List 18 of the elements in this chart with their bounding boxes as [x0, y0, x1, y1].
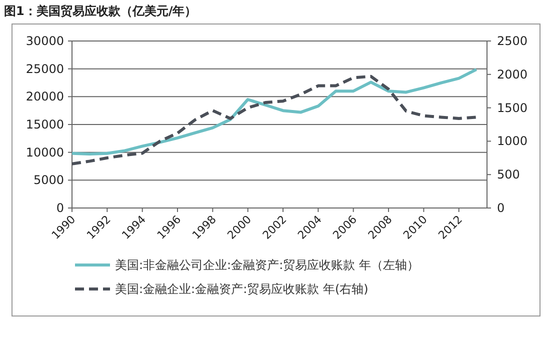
- y2-tick-label: 2000: [497, 67, 528, 82]
- line-series: [70, 68, 478, 156]
- y2-tick-label: 1500: [497, 100, 528, 115]
- y-tick-label: 20000: [26, 90, 64, 104]
- y-tick-label: 5000: [33, 173, 64, 188]
- legend-label: 美国:金融企业:金融资产:贸易应收账款 年(右轴): [115, 282, 368, 296]
- y2-tick-label: 1000: [497, 134, 528, 148]
- y2-tick-label: 2500: [497, 34, 528, 48]
- y2-tick-label: 0: [497, 201, 505, 215]
- y-tick-label: 25000: [26, 62, 64, 76]
- legend-label: 美国:非金融公司企业:金融资产:贸易应收账款 年（左轴）: [115, 258, 419, 272]
- line-series: [70, 74, 478, 166]
- y-tick-label: 15000: [26, 118, 64, 132]
- chart-title: 图1：美国贸易应收款（亿美元/年）: [4, 4, 197, 18]
- y-tick-label: 10000: [26, 145, 64, 160]
- y-tick-label: 30000: [26, 34, 64, 48]
- y-tick-label: 0: [56, 201, 64, 215]
- y2-tick-label: 500: [497, 168, 520, 182]
